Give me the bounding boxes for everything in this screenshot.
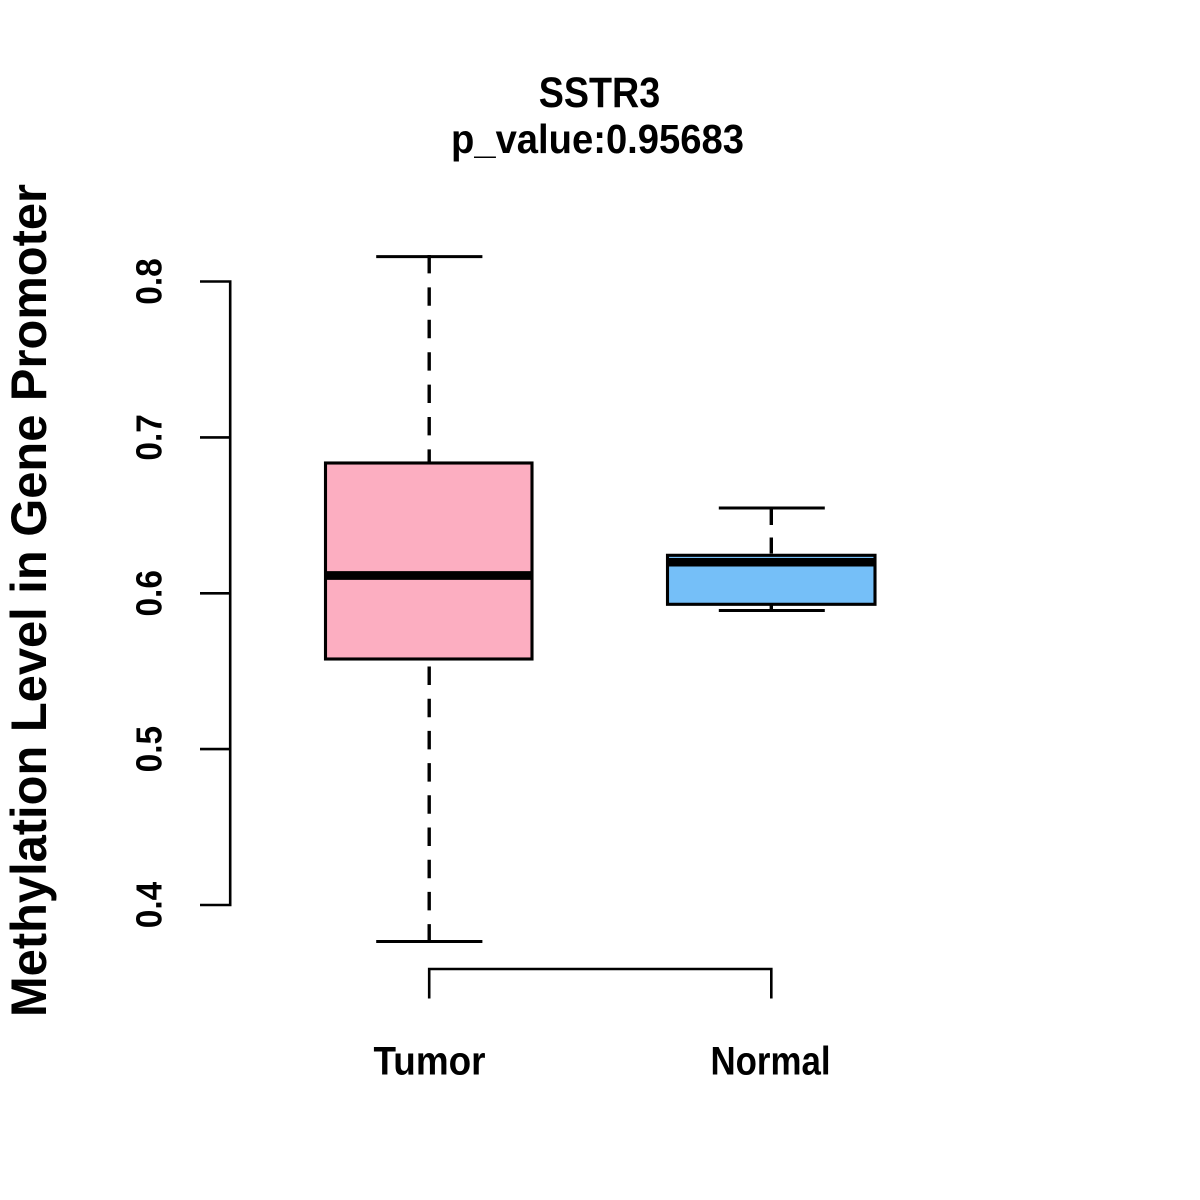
svg-text:Tumor: Tumor [374, 1040, 486, 1084]
svg-text:0.5: 0.5 [129, 726, 170, 773]
svg-text:0.7: 0.7 [129, 414, 170, 461]
svg-text:0.6: 0.6 [129, 570, 170, 617]
svg-text:p_value:0.95683: p_value:0.95683 [451, 116, 744, 162]
svg-text:Normal: Normal [711, 1039, 831, 1083]
svg-text:SSTR3: SSTR3 [539, 70, 661, 117]
svg-text:0.8: 0.8 [129, 258, 170, 305]
svg-text:0.4: 0.4 [129, 882, 170, 929]
svg-text:Methylation Level in Gene Prom: Methylation Level in Gene Promoter [1, 184, 57, 1017]
